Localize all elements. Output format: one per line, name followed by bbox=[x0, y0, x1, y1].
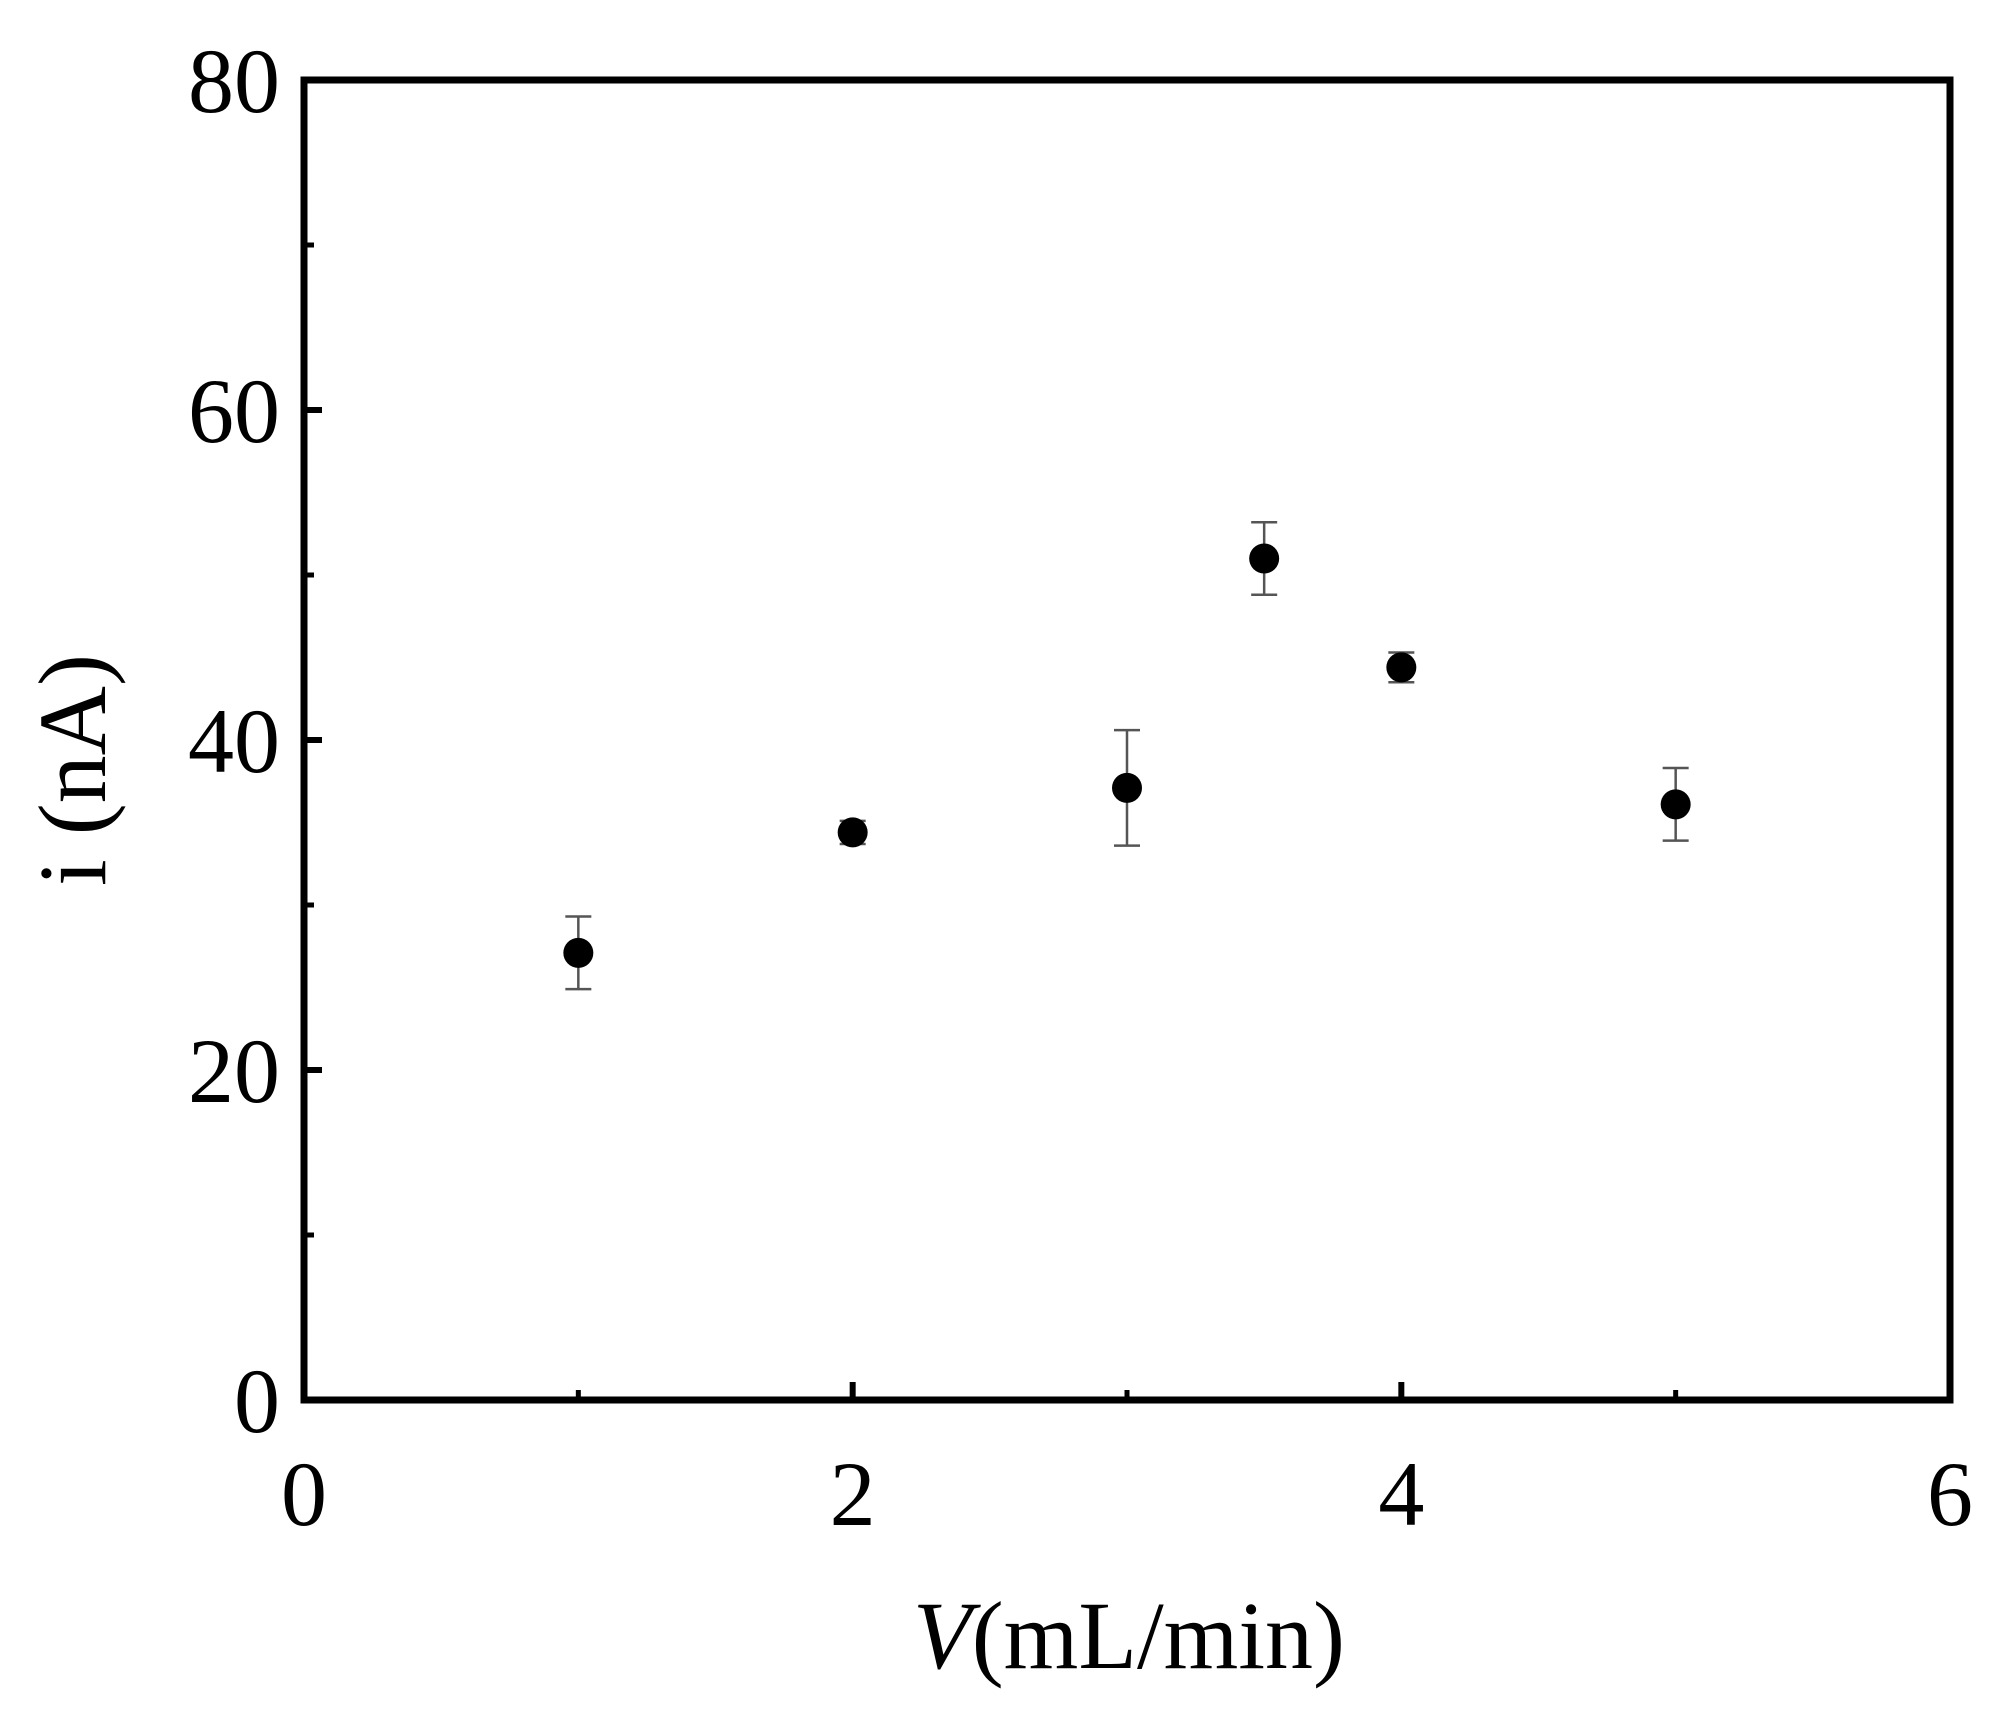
x-tick-label: 2 bbox=[830, 1443, 876, 1545]
points-layer bbox=[563, 543, 1691, 968]
x-tick-label: 4 bbox=[1378, 1443, 1424, 1545]
y-tick-label: 20 bbox=[188, 1020, 280, 1122]
data-point bbox=[837, 817, 868, 848]
data-point bbox=[1112, 772, 1142, 803]
plot-frame bbox=[300, 76, 1954, 1404]
y-axis-label: i (nA) bbox=[19, 654, 126, 886]
y-tick-label: 40 bbox=[188, 690, 280, 792]
x-axis-label-units: (mL/min) bbox=[972, 1582, 1345, 1689]
x-tick-label: 0 bbox=[281, 1443, 327, 1545]
errorbars-layer bbox=[565, 520, 1689, 991]
data-point bbox=[1386, 652, 1417, 683]
y-tick-label: 60 bbox=[188, 360, 280, 462]
data-point bbox=[563, 937, 594, 968]
data-point bbox=[1660, 789, 1691, 820]
x-axis-label-symbol: V bbox=[913, 1582, 981, 1689]
x-axis-label: V(mL/min) bbox=[913, 1582, 1345, 1689]
y-tick-label: 80 bbox=[188, 30, 280, 132]
data-point bbox=[1249, 543, 1280, 574]
y-tick-label: 0 bbox=[234, 1350, 280, 1452]
x-tick-label: 6 bbox=[1927, 1443, 1973, 1545]
